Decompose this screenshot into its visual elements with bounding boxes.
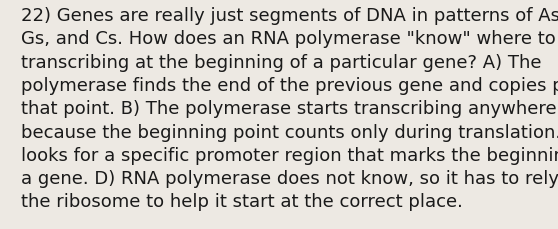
Text: 22) Genes are really just segments of DNA in patterns of As, Ts,
Gs, and Cs. How: 22) Genes are really just segments of DN… [21, 7, 558, 210]
